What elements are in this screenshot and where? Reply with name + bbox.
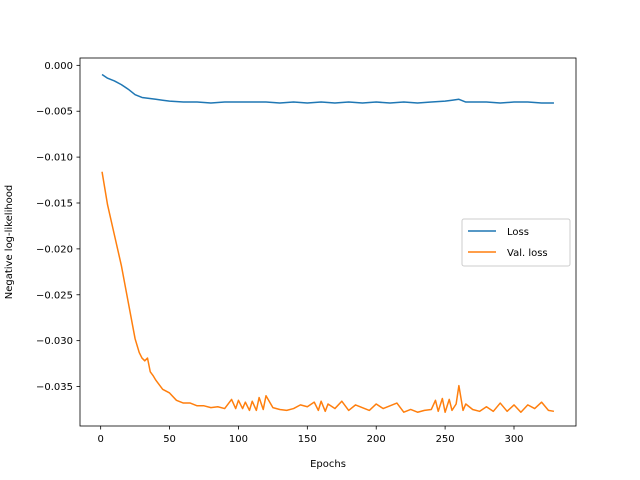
x-axis-label: Epochs [310,459,346,470]
y-tick-label: −0.010 [36,153,73,164]
x-tick-label: 200 [367,434,386,445]
y-tick-label: −0.020 [36,244,73,255]
y-tick-label: −0.005 [36,107,73,118]
axes-frame [79,57,577,427]
legend-label-1: Val. loss [507,248,548,259]
x-tick-label: 0 [97,434,103,445]
y-tick-label: 0.000 [44,61,73,72]
series-line-1 [101,171,555,413]
series-layer [101,73,555,413]
legend-label-0: Loss [507,227,529,238]
y-ticks: 0.000 −0.005 −0.010 −0.015 −0.020 −0.025 −0.03… [36,61,80,393]
y-tick-label: −0.015 [36,198,73,209]
x-tick-label: 100 [229,434,248,445]
x-tick-label: 250 [436,434,455,445]
legend: Loss Val. loss [461,218,571,267]
x-tick-label: 300 [504,434,523,445]
series-line-0 [101,73,554,104]
x-ticks: 0 50 100 150 200 250 300 [97,426,524,445]
x-tick-label: 50 [163,434,176,445]
y-tick-label: −0.030 [36,336,73,347]
y-axis-label: Negative log-likelihood [4,185,15,300]
y-tick-label: −0.025 [36,290,73,301]
y-tick-label: −0.035 [36,382,73,393]
x-tick-label: 150 [298,434,317,445]
